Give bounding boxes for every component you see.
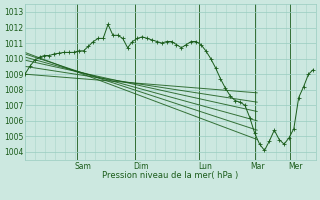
Text: Dim: Dim (133, 162, 149, 171)
Text: Mar: Mar (250, 162, 265, 171)
X-axis label: Pression niveau de la mer( hPa ): Pression niveau de la mer( hPa ) (102, 171, 238, 180)
Text: Sam: Sam (75, 162, 92, 171)
Text: Lun: Lun (198, 162, 212, 171)
Text: Mer: Mer (288, 162, 303, 171)
